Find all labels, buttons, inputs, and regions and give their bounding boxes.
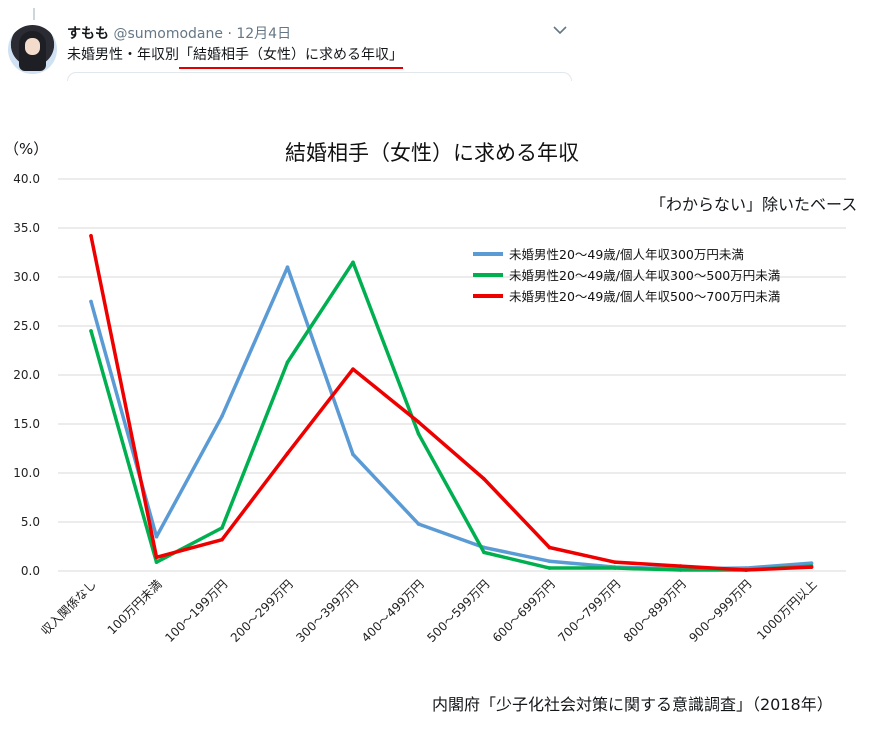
x-tick-label: 900〜999万円 bbox=[686, 577, 754, 645]
data-point-series-3 bbox=[285, 451, 290, 456]
y-tick-label: 30.0 bbox=[13, 270, 40, 284]
user-handle[interactable]: @sumomodane bbox=[113, 26, 223, 42]
x-tick-label: 収入関係なし bbox=[38, 577, 99, 638]
data-point-series-1 bbox=[89, 299, 93, 304]
data-point-series-3 bbox=[744, 568, 748, 572]
x-tick-label: 500〜599万円 bbox=[424, 577, 492, 645]
data-point-series-2 bbox=[285, 360, 290, 365]
data-point-series-1 bbox=[285, 265, 290, 270]
tweet-header: すもも @sumomodane · 12月4日 bbox=[67, 23, 291, 43]
data-point-series-2 bbox=[678, 568, 683, 572]
legend-label-2: 未婚男性20〜49歳/個人年収300〜500万円未満 bbox=[509, 268, 780, 283]
chart-title: 結婚相手（女性）に求める年収 bbox=[285, 141, 579, 165]
data-point-series-1 bbox=[154, 534, 159, 539]
data-point-series-3 bbox=[220, 537, 224, 542]
x-tick-label: 1000万円以上 bbox=[754, 577, 819, 642]
y-tick-label: 10.0 bbox=[13, 466, 40, 480]
thread-connector-line bbox=[33, 8, 35, 20]
data-point-series-3 bbox=[482, 477, 486, 481]
data-point-series-3 bbox=[89, 234, 93, 238]
data-point-series-3 bbox=[809, 565, 814, 569]
avatar-face bbox=[25, 38, 40, 55]
x-tick-label: 100万円未満 bbox=[105, 577, 165, 637]
data-point-series-1 bbox=[547, 559, 552, 563]
tweet-text-highlight-label: 「結婚相手（女性）に求める年収」 bbox=[179, 47, 403, 63]
x-tick-label: 800〜899万円 bbox=[621, 577, 689, 645]
red-underline-annotation bbox=[179, 67, 403, 69]
separator-dot: · bbox=[227, 26, 232, 42]
data-point-series-3 bbox=[154, 555, 159, 560]
data-point-series-3 bbox=[416, 420, 421, 424]
x-tick-label: 100〜199万円 bbox=[162, 577, 230, 645]
data-point-series-3 bbox=[678, 564, 683, 568]
data-point-series-2 bbox=[154, 560, 159, 564]
data-point-series-3 bbox=[547, 545, 552, 550]
data-point-series-2 bbox=[351, 260, 355, 265]
data-point-series-1 bbox=[220, 414, 224, 418]
y-tick-label: 25.0 bbox=[13, 319, 40, 333]
tweet-text-prefix: 未婚男性・年収別 bbox=[67, 47, 179, 63]
legend-label-1: 未婚男性20〜49歳/個人年収300万円未満 bbox=[509, 247, 744, 262]
data-point-series-1 bbox=[809, 561, 814, 565]
chevron-down-icon[interactable] bbox=[551, 24, 569, 36]
user-avatar-icon[interactable] bbox=[8, 25, 57, 74]
y-tick-label: 20.0 bbox=[13, 368, 40, 382]
display-name[interactable]: すもも bbox=[67, 26, 109, 42]
y-tick-label: 40.0 bbox=[13, 172, 40, 186]
data-point-series-3 bbox=[613, 560, 617, 564]
series-line-2 bbox=[89, 260, 814, 572]
x-tick-label: 600〜699万円 bbox=[490, 577, 558, 645]
data-point-series-2 bbox=[547, 566, 552, 570]
data-point-series-3 bbox=[351, 367, 355, 371]
legend-label-3: 未婚男性20〜49歳/個人年収500〜700万円未満 bbox=[509, 289, 780, 304]
data-point-series-1 bbox=[351, 452, 355, 457]
x-tick-label: 700〜799万円 bbox=[555, 577, 623, 645]
chart-source: 内閣府「少子化社会対策に関する意識調査」（2018年） bbox=[432, 695, 833, 714]
chart-note: 「わからない」除いたベース bbox=[650, 195, 858, 214]
data-point-series-2 bbox=[416, 432, 421, 436]
data-point-series-2 bbox=[482, 550, 486, 555]
y-axis-unit-label: （%） bbox=[4, 140, 49, 158]
series-line-1 bbox=[89, 265, 814, 571]
series-line-3 bbox=[89, 234, 814, 572]
x-tick-label: 200〜299万円 bbox=[228, 577, 296, 645]
tweet-date[interactable]: 12月4日 bbox=[236, 26, 292, 42]
x-tick-label: 400〜499万円 bbox=[359, 577, 427, 645]
data-point-series-2 bbox=[89, 329, 93, 333]
tweet-text-highlight: 「結婚相手（女性）に求める年収」 bbox=[179, 44, 403, 69]
data-point-series-2 bbox=[613, 566, 617, 570]
x-tick-label: 300〜399万円 bbox=[293, 577, 361, 645]
y-tick-label: 0.0 bbox=[21, 564, 40, 578]
data-point-series-2 bbox=[220, 526, 224, 530]
tweet-text: 未婚男性・年収別「結婚相手（女性）に求める年収」 bbox=[67, 44, 403, 69]
data-point-series-1 bbox=[416, 522, 421, 526]
y-tick-label: 35.0 bbox=[13, 221, 40, 235]
y-tick-label: 15.0 bbox=[13, 417, 40, 431]
y-tick-label: 5.0 bbox=[21, 515, 40, 529]
